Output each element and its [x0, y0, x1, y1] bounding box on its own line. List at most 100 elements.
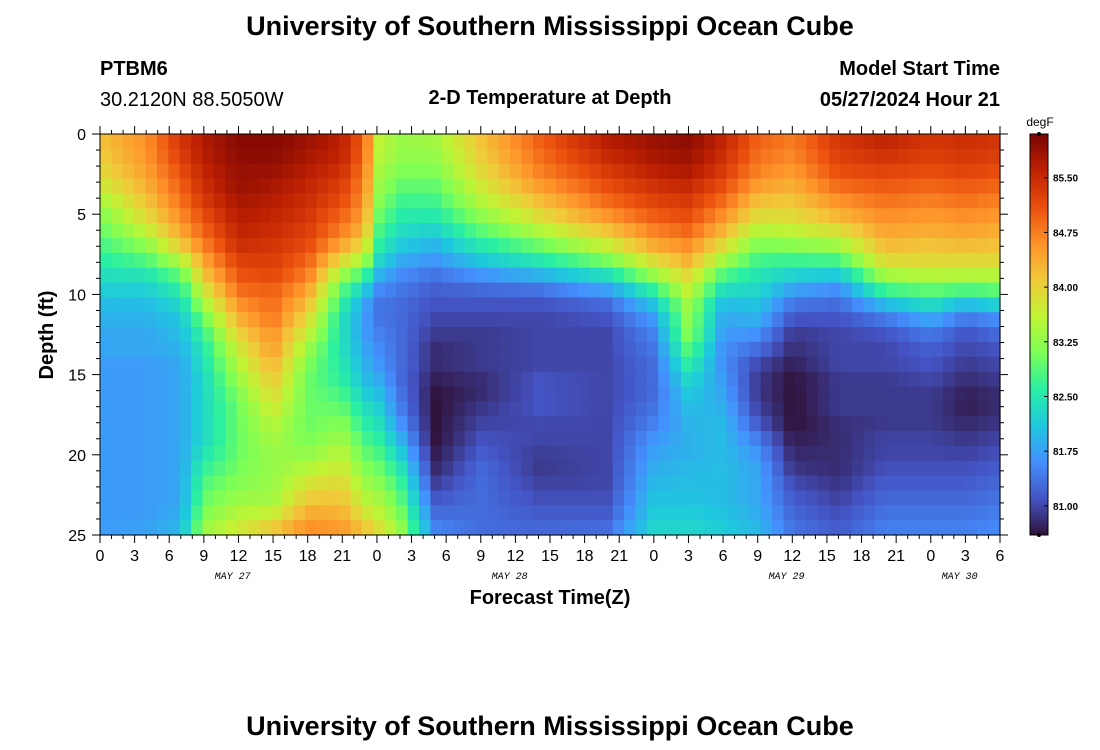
heatmap-cell	[737, 505, 750, 521]
heatmap-cell	[931, 134, 944, 150]
heatmap-cell	[441, 223, 454, 239]
heatmap-cell	[259, 282, 272, 298]
heatmap-cell	[487, 178, 500, 195]
heatmap-cell	[794, 475, 807, 492]
heatmap-cell	[441, 401, 454, 417]
heatmap-cell	[931, 267, 944, 284]
heatmap-cell	[954, 312, 967, 328]
heatmap-cell	[418, 475, 431, 492]
heatmap-cell	[874, 327, 887, 343]
heatmap-cell	[430, 460, 443, 477]
heatmap-cell	[851, 386, 864, 402]
heatmap-cell	[122, 297, 135, 313]
heatmap-cell	[225, 267, 238, 284]
heatmap-cell	[931, 505, 944, 521]
heatmap-cell	[532, 193, 545, 209]
heatmap-cell	[943, 356, 956, 373]
heatmap-cell	[567, 356, 580, 373]
heatmap-cell	[988, 386, 1001, 402]
heatmap-cell	[111, 223, 124, 239]
heatmap-cell	[305, 445, 318, 462]
heatmap-cell	[772, 475, 785, 492]
heatmap-cell	[578, 148, 591, 165]
heatmap-cell	[851, 193, 864, 209]
heatmap-cell	[897, 416, 910, 432]
heatmap-cell	[897, 163, 910, 180]
heatmap-cell	[692, 312, 705, 328]
heatmap-cell	[316, 401, 329, 417]
heatmap-cell	[635, 178, 648, 195]
heatmap-cell	[863, 148, 876, 165]
heatmap-cell	[156, 460, 169, 477]
heatmap-cell	[487, 148, 500, 165]
heatmap-cell	[430, 163, 443, 180]
heatmap-cell	[817, 237, 830, 254]
x-tick-label: 9	[199, 548, 208, 565]
heatmap-cell	[396, 327, 409, 343]
heatmap-cell	[646, 445, 659, 462]
heatmap-cell	[829, 386, 842, 402]
heatmap-cell	[122, 475, 135, 492]
heatmap-cell	[737, 520, 750, 536]
heatmap-cell	[851, 208, 864, 224]
heatmap-cell	[749, 327, 762, 343]
heatmap-cell	[145, 371, 158, 388]
heatmap-cell	[213, 490, 226, 506]
heatmap-cell	[908, 208, 921, 224]
heatmap-cell	[362, 193, 375, 209]
heatmap-cell	[373, 490, 386, 506]
heatmap-cell	[270, 134, 283, 150]
heatmap-cell	[658, 520, 671, 536]
heatmap-cell	[624, 297, 637, 313]
heatmap-cell	[681, 178, 693, 195]
heatmap-cell	[225, 371, 238, 388]
heatmap-cell	[464, 490, 477, 506]
heatmap-cell	[327, 193, 340, 209]
heatmap-cell	[111, 282, 124, 298]
heatmap-cell	[783, 520, 796, 536]
heatmap-cell	[681, 148, 693, 165]
heatmap-cell	[270, 490, 283, 506]
heatmap-cell	[396, 356, 409, 373]
heatmap-cell	[806, 148, 819, 165]
heatmap-cell	[669, 416, 682, 432]
heatmap-cell	[555, 356, 568, 373]
heatmap-cell	[726, 475, 739, 492]
heatmap-cell	[806, 445, 819, 462]
heatmap-cell	[407, 193, 420, 209]
heatmap-cell	[954, 163, 967, 180]
heatmap-cell	[726, 267, 739, 284]
heatmap-cell	[624, 490, 637, 506]
heatmap-cell	[692, 475, 705, 492]
heatmap-cell	[567, 401, 580, 417]
heatmap-cell	[988, 282, 1001, 298]
heatmap-cell	[282, 356, 295, 373]
heatmap-cell	[418, 327, 431, 343]
heatmap-cell	[316, 490, 329, 506]
heatmap-cell	[270, 520, 283, 536]
date-label: MAY 29	[769, 572, 805, 583]
heatmap-cell	[612, 237, 625, 254]
heatmap-cell	[817, 401, 830, 417]
heatmap-cell	[259, 341, 272, 358]
heatmap-cell	[179, 416, 192, 432]
heatmap-cell	[965, 431, 978, 447]
heatmap-cell	[156, 475, 169, 492]
heatmap-cell	[681, 208, 693, 224]
heatmap-cell	[202, 371, 215, 388]
heatmap-cell	[851, 460, 864, 477]
heatmap-cell	[441, 297, 454, 313]
heatmap-cell	[122, 445, 135, 462]
heatmap-cell	[305, 520, 318, 536]
heatmap-cell	[851, 401, 864, 417]
heatmap-cell	[726, 445, 739, 462]
heatmap-cell	[407, 252, 420, 269]
heatmap-cell	[350, 505, 363, 521]
heatmap-cell	[487, 490, 500, 506]
heatmap-cell	[715, 312, 728, 328]
heatmap-cell	[487, 341, 500, 358]
heatmap-cell	[475, 134, 488, 150]
heatmap-cell	[646, 520, 659, 536]
